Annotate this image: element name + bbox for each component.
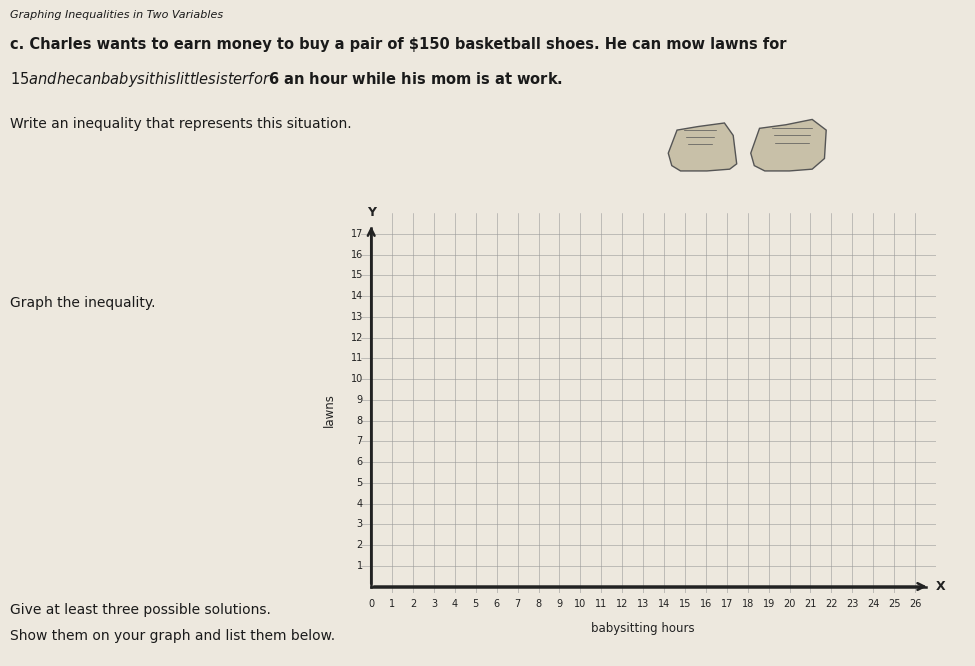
Text: 0: 0 (369, 599, 374, 609)
Text: 8: 8 (357, 416, 363, 426)
Text: 2: 2 (357, 540, 363, 550)
Text: 16: 16 (351, 250, 363, 260)
Text: Give at least three possible solutions.: Give at least three possible solutions. (10, 603, 271, 617)
Text: 4: 4 (451, 599, 458, 609)
Text: 20: 20 (783, 599, 796, 609)
Text: 17: 17 (721, 599, 733, 609)
Text: 10: 10 (574, 599, 587, 609)
Text: 7: 7 (515, 599, 521, 609)
Text: 21: 21 (804, 599, 817, 609)
Text: 16: 16 (700, 599, 712, 609)
Text: 6: 6 (493, 599, 500, 609)
Text: 14: 14 (658, 599, 670, 609)
Text: 1: 1 (389, 599, 395, 609)
Text: 5: 5 (357, 478, 363, 488)
Text: Graphing Inequalities in Two Variables: Graphing Inequalities in Two Variables (10, 10, 223, 20)
Text: 4: 4 (357, 499, 363, 509)
Text: 22: 22 (825, 599, 838, 609)
Text: 12: 12 (350, 332, 363, 342)
Text: 9: 9 (557, 599, 563, 609)
Text: 7: 7 (357, 436, 363, 446)
Text: 26: 26 (909, 599, 921, 609)
Text: 10: 10 (351, 374, 363, 384)
Text: 11: 11 (351, 354, 363, 364)
Text: 11: 11 (595, 599, 607, 609)
Text: 15: 15 (350, 270, 363, 280)
Text: 17: 17 (350, 229, 363, 239)
Text: 13: 13 (637, 599, 649, 609)
Text: 12: 12 (616, 599, 629, 609)
Text: 14: 14 (351, 291, 363, 301)
Text: 1: 1 (357, 561, 363, 571)
Text: c. Charles wants to earn money to buy a pair of $150 basketball shoes. He can mo: c. Charles wants to earn money to buy a … (10, 37, 786, 52)
Text: babysitting hours: babysitting hours (591, 622, 695, 635)
Text: 2: 2 (410, 599, 416, 609)
Text: 5: 5 (473, 599, 479, 609)
Text: 8: 8 (535, 599, 542, 609)
Text: 6: 6 (357, 457, 363, 467)
Polygon shape (668, 123, 737, 171)
Polygon shape (751, 119, 826, 171)
Text: 9: 9 (357, 395, 363, 405)
Text: lawns: lawns (323, 393, 335, 427)
Text: 24: 24 (867, 599, 879, 609)
Text: 19: 19 (762, 599, 775, 609)
Text: Show them on your graph and list them below.: Show them on your graph and list them be… (10, 629, 334, 643)
Text: 18: 18 (742, 599, 754, 609)
Text: 15: 15 (679, 599, 691, 609)
Text: 3: 3 (431, 599, 437, 609)
Text: 23: 23 (846, 599, 859, 609)
Text: X: X (936, 580, 946, 593)
Text: $15 and he can babysit his little sister for $6 an hour while his mom is at work: $15 and he can babysit his little sister… (10, 70, 563, 89)
Text: 3: 3 (357, 519, 363, 529)
Text: Write an inequality that represents this situation.: Write an inequality that represents this… (10, 117, 351, 131)
Text: Y: Y (367, 206, 375, 219)
Text: Graph the inequality.: Graph the inequality. (10, 296, 155, 310)
Text: 25: 25 (888, 599, 901, 609)
Text: 13: 13 (351, 312, 363, 322)
